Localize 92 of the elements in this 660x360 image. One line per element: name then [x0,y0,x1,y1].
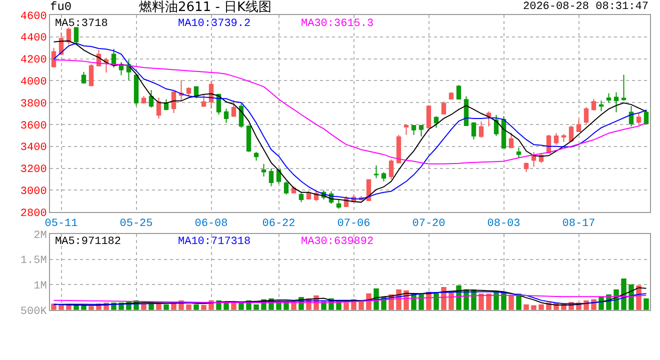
candlestick [524,162,529,172]
y-tick-label: 4000 [20,76,47,89]
candlestick [141,96,146,104]
candlestick [621,74,626,102]
candlestick [246,125,252,152]
candlestick [268,168,274,187]
candlestick [336,198,342,210]
candlestick [388,158,394,180]
text: MA5:971182 [55,236,122,248]
text: fu0 [50,0,72,14]
x-tick-label: 06-08 [194,218,228,230]
candlestick [478,121,484,138]
y-tick-label: 3600 [20,120,47,132]
candlestick [171,91,176,114]
y-tick-label: 500K [20,306,48,318]
candlestick [418,124,424,137]
x-tick-label: 05-25 [120,218,153,230]
candlestick [254,151,259,162]
series-label: MA5:3718 [55,18,108,30]
candlestick [614,92,619,113]
candlestick [374,165,379,179]
x-tick-label: 06-22 [262,218,296,230]
line-series [53,59,647,164]
candlestick [598,100,604,112]
candlestick [456,84,462,100]
text: MA30:3615.3 [301,18,374,30]
y-tick-label: 1.5M [20,255,47,268]
candlestick [561,134,566,142]
text: 2026-08-28 08:31:47 [523,1,648,13]
text: MA30:639892 [301,236,374,248]
x-tick-label: 07-20 [412,218,446,230]
y-tick-label: 4600 [20,10,47,23]
y-tick-label: 3400 [20,142,47,154]
candlestick [441,100,446,116]
candlestick [486,111,492,127]
y-tick-label: 3200 [20,164,47,176]
candlestick [134,74,139,106]
candlestick [148,89,154,108]
candlestick [644,109,649,124]
candlestick [298,192,304,203]
candlestick [261,163,266,177]
candlestick [104,57,109,73]
candlestick [396,134,402,164]
candlestick [584,106,589,124]
candlestick [156,97,162,119]
candlestick [516,147,522,158]
candlestick [554,132,559,146]
candlestick [164,98,169,111]
text: MA10:717318 [178,236,251,248]
candlestick [591,98,596,112]
candlestick [231,100,236,118]
text: MA10:3739.2 [178,18,251,30]
candlestick [208,80,214,110]
candlestick [284,180,289,196]
candlestick [628,106,634,127]
candlestick [404,124,409,136]
candlestick [471,122,476,140]
candlestick [411,125,416,136]
candlestick [224,108,229,124]
line-series [53,291,647,305]
x-tick-label: 05-11 [44,218,78,230]
candlestick [636,112,642,125]
candlestick [381,172,386,182]
line-series [53,294,647,304]
candlestick [448,92,454,100]
candlestick [576,119,582,132]
line-series [53,287,647,306]
candlestick [66,27,72,46]
y-tick-label: 1M [34,280,47,292]
y-tick-label: 4400 [20,32,47,45]
y-tick-label: 2M [34,230,47,242]
candlestick [186,86,192,96]
candlestick [568,124,574,142]
candlestick [426,105,432,129]
y-tick-label: 3800 [20,98,47,110]
chart-title: 燃料油2611 - 日K线图 [139,0,272,15]
candlestick [81,71,86,84]
candlestick [606,92,612,104]
y-tick-label: 4200 [20,54,47,67]
candlestick [494,114,499,137]
x-tick-label: 08-03 [487,218,520,230]
candlestick [434,116,439,128]
candlestick [201,94,206,108]
candlestick [508,132,514,148]
y-tick-label: 2800 [20,208,47,220]
candlestick [74,27,79,44]
x-tick-label: 07-06 [337,218,370,230]
y-tick-label: 3000 [20,186,47,198]
candlestick [111,48,116,68]
x-tick-label: 08-17 [562,218,596,230]
candlestick [88,64,94,86]
candlestick [531,151,536,168]
